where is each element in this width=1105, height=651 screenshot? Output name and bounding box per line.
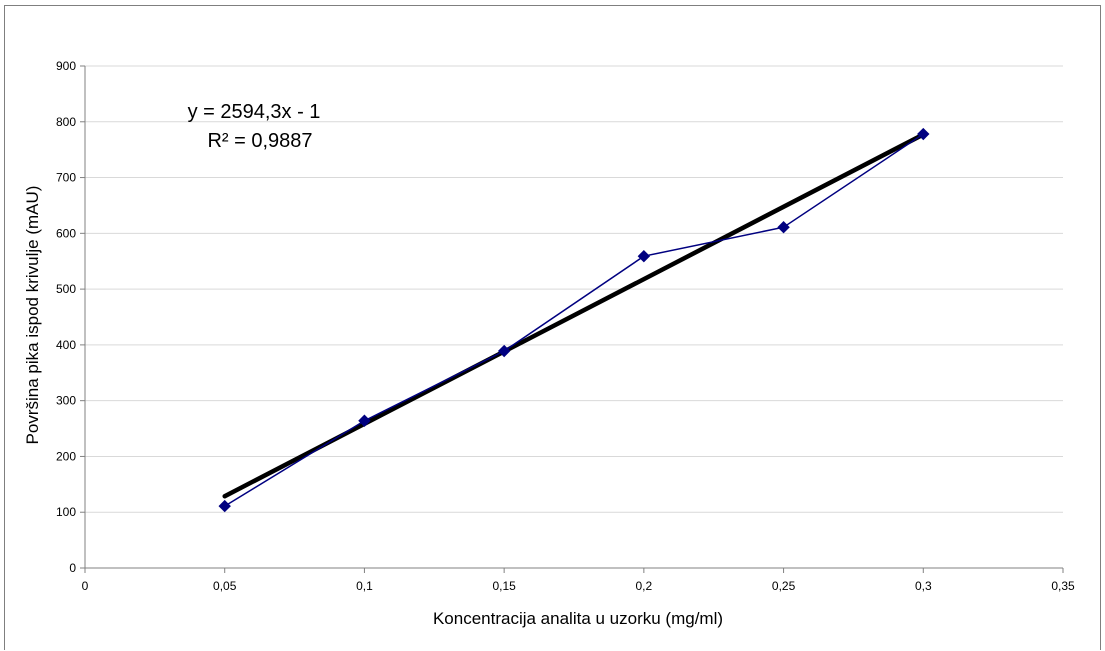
series-line — [224, 133, 924, 507]
x-axis-title: Koncentracija analita u uzorku (mg/ml) — [433, 609, 723, 628]
data-point-2 — [497, 344, 511, 358]
gridlines — [85, 65, 1063, 513]
x-tick-label-1: 0,05 — [213, 579, 237, 593]
trendline-r-squared: R² = 0,9887 — [207, 130, 312, 152]
trendline-equation: y = 2594,3x - 1 — [188, 101, 321, 123]
x-tick-label-4: 0,2 — [636, 579, 653, 593]
x-tick-label-5: 0,25 — [772, 579, 796, 593]
y-tick-label-0: 0 — [69, 561, 76, 575]
data-point-5 — [917, 127, 930, 141]
y-tick-label-1: 100 — [56, 505, 76, 519]
y-tick-label-4: 400 — [56, 338, 76, 352]
trendline-layer — [222, 132, 926, 499]
tick-labels: 0 100 200 300 400 500 600 700 800 900 0 0,05 0,1 0,15… — [56, 59, 1075, 593]
y-tick-label-2: 200 — [56, 449, 76, 463]
y-tick-label-6: 600 — [56, 226, 76, 240]
data-point-3 — [637, 249, 651, 263]
y-tick-label-5: 500 — [56, 282, 76, 296]
x-tick-label-0: 0 — [82, 579, 89, 593]
data-point-1 — [358, 414, 371, 427]
x-tick-label-3: 0,15 — [492, 579, 516, 593]
data-point-4 — [777, 220, 790, 234]
trendline — [222, 132, 926, 499]
axes — [80, 65, 1064, 573]
y-tick-label-9: 900 — [56, 59, 76, 73]
x-tick-label-7: 0,35 — [1051, 579, 1075, 593]
series-layer — [218, 127, 930, 513]
data-point-0 — [218, 499, 231, 513]
y-tick-label-3: 300 — [56, 394, 76, 408]
x-tick-label-6: 0,3 — [915, 579, 932, 593]
y-tick-label-7: 700 — [56, 171, 76, 185]
x-tick-label-2: 0,1 — [356, 579, 373, 593]
y-axis-title: Površina pika ispod krivulje (mAU) — [23, 186, 42, 445]
y-tick-label-8: 800 — [56, 115, 76, 129]
